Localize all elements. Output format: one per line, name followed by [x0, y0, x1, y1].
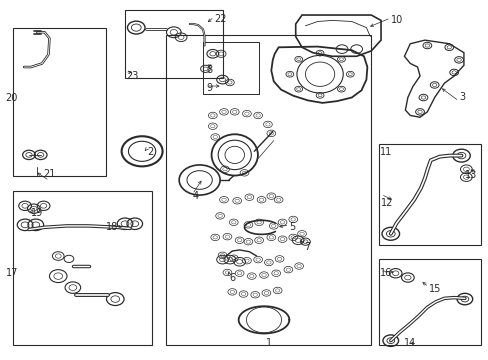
- Text: 5: 5: [289, 222, 295, 232]
- Text: 22: 22: [214, 14, 226, 24]
- Text: 1: 1: [265, 338, 271, 348]
- Text: 2: 2: [147, 147, 153, 157]
- Text: 15: 15: [428, 284, 440, 294]
- Bar: [13, 28, 105, 176]
- Bar: [378, 259, 480, 345]
- Text: 13: 13: [465, 170, 477, 180]
- Text: 23: 23: [126, 71, 139, 81]
- Text: 11: 11: [379, 147, 391, 157]
- Text: 4: 4: [192, 192, 198, 202]
- Text: 16: 16: [379, 268, 391, 278]
- Text: 10: 10: [390, 15, 402, 25]
- Bar: [166, 35, 370, 345]
- Text: 19: 19: [31, 208, 43, 218]
- Text: 6: 6: [229, 273, 236, 283]
- Text: 17: 17: [5, 268, 18, 278]
- Text: 21: 21: [43, 169, 56, 179]
- Text: 8: 8: [206, 64, 212, 75]
- Bar: [378, 144, 480, 244]
- Bar: [13, 191, 152, 345]
- Bar: [125, 10, 222, 78]
- Text: 7: 7: [304, 242, 309, 252]
- Text: 12: 12: [380, 198, 393, 208]
- Bar: [203, 42, 259, 94]
- Text: 20: 20: [5, 93, 18, 103]
- Text: 14: 14: [404, 338, 416, 348]
- Text: 3: 3: [458, 92, 464, 102]
- Text: 9: 9: [206, 83, 212, 93]
- Text: 18: 18: [105, 222, 118, 232]
